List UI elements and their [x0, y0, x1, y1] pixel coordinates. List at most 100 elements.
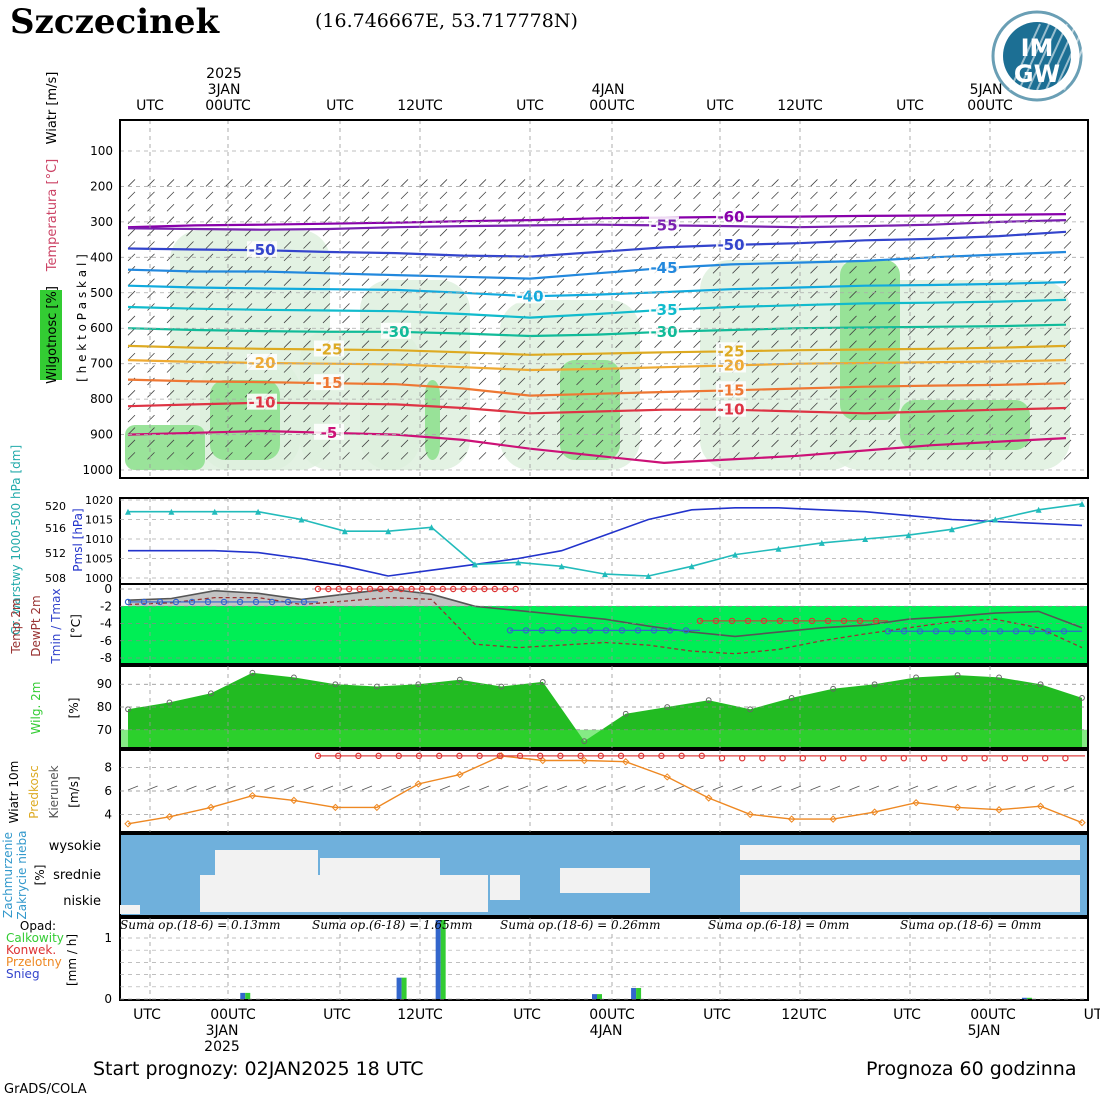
wind-barb [127, 365, 136, 373]
wind-barb [751, 290, 760, 299]
bottom-time-label: UTC [323, 1007, 351, 1023]
wind-barb [205, 203, 214, 212]
wind-barb [556, 315, 565, 324]
wind-barb [1024, 427, 1033, 435]
precip-legend-label: Snieg [6, 967, 40, 981]
wind-dir-barb [420, 785, 431, 791]
wind-barb [1005, 266, 1013, 274]
wind-barb [615, 414, 623, 423]
wind-speed-marker [290, 796, 298, 805]
wind-barb [888, 402, 896, 411]
wind-barb [693, 191, 701, 200]
wind-gust-marker [981, 755, 988, 762]
wind-barb [615, 427, 623, 435]
wind-dir-barb [556, 785, 568, 791]
wind-barb [849, 216, 857, 224]
wind-barb [420, 390, 428, 398]
wind-barb [907, 303, 916, 311]
wind-barb [1005, 390, 1013, 398]
thickness-marker [558, 563, 565, 570]
wind-barb [634, 228, 643, 237]
wind-gust-marker [819, 755, 827, 762]
wind-barb [283, 241, 292, 249]
wind-barb [478, 414, 487, 423]
wind-barb [322, 452, 331, 460]
wind-barb [927, 303, 935, 311]
wind-barb [790, 278, 799, 286]
wind-gust-marker [920, 755, 928, 762]
wind-barb [849, 315, 857, 324]
wind-gust-marker [375, 752, 382, 760]
wind-barb [381, 228, 389, 237]
thickness-marker [602, 571, 608, 578]
wind-barb [985, 452, 994, 460]
wind-barb [361, 365, 370, 373]
wind-gust-marker [739, 755, 746, 762]
wind-barb [264, 290, 272, 299]
wind-barb [1044, 427, 1052, 435]
logo-stripe [1045, 23, 1077, 91]
tmin-marker [522, 627, 530, 634]
wind-speed-marker [995, 806, 1003, 814]
wind-barb [595, 315, 604, 324]
wind-barb [244, 452, 253, 460]
isotherm-label: -15 [717, 381, 744, 399]
wind-dir-barb [244, 785, 256, 791]
wind-gust-marker [718, 755, 726, 762]
wind-dir-barb [264, 785, 275, 791]
wind-barb [576, 203, 584, 212]
wind-barb [400, 427, 409, 435]
wind-dir-barb [634, 785, 646, 791]
wind-barb [147, 241, 155, 249]
logo-text-bottom: GW [1014, 60, 1060, 88]
wind-dir-barb [127, 785, 139, 791]
isotherm-label: -55 [650, 216, 677, 234]
tmax-marker [744, 617, 752, 625]
wind-barb [810, 439, 818, 448]
wind-barb [361, 203, 370, 212]
wind-barb [654, 278, 662, 286]
tmin-marker [252, 598, 260, 606]
wind-gust-marker [799, 755, 807, 762]
wind-barb [303, 278, 311, 286]
wind-barb [927, 452, 935, 460]
wind-speed-marker [829, 815, 837, 823]
wind-barb [1044, 390, 1052, 398]
wind-barb [849, 266, 857, 274]
wind-barb [751, 377, 760, 386]
wind-barb [127, 414, 136, 423]
bottom-time-label: UTC [133, 1007, 161, 1023]
humidity2m-marker [705, 697, 712, 704]
wind-barb [342, 228, 350, 237]
wind-dir-barb [654, 785, 665, 791]
wind-barb [751, 315, 760, 324]
wind-barb [381, 365, 389, 373]
wind-barb [342, 452, 350, 460]
wind-barb [420, 427, 428, 435]
wind-barb [166, 414, 175, 423]
wind-barb [166, 352, 175, 361]
wind-barb [439, 179, 448, 187]
wind-barb [771, 439, 779, 448]
wind-barb [907, 365, 916, 373]
precip-sum-label: Suma op.(6-18) = 0mm [708, 918, 849, 932]
wind-barb [322, 439, 331, 448]
wind-barb [537, 241, 545, 249]
wind-barb [634, 179, 643, 187]
wind-barb [1044, 328, 1052, 336]
wind-speed-marker [622, 758, 630, 766]
wind-barb [693, 340, 701, 348]
wind-barb [1044, 191, 1052, 200]
wind-barb [439, 315, 448, 324]
tmax-marker [840, 617, 848, 625]
wind-gust-marker [638, 752, 645, 760]
wind-barb [556, 266, 565, 274]
wind-gust-marker [961, 755, 968, 762]
wind-barb [283, 278, 292, 286]
wind-barb [400, 191, 409, 200]
humidity-high [425, 380, 440, 460]
wind-barb [186, 390, 194, 398]
wind-barb [147, 390, 155, 398]
wind-barb [517, 328, 526, 336]
wind-barb [868, 241, 877, 249]
